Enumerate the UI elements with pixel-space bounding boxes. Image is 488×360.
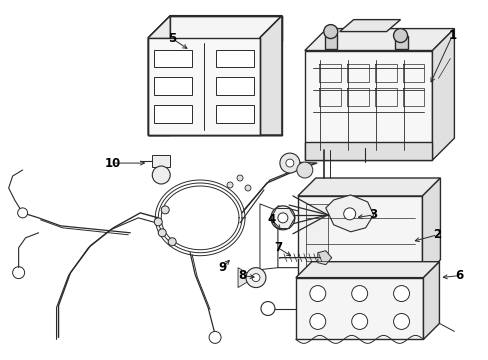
Circle shape [323, 24, 337, 39]
Polygon shape [148, 15, 170, 135]
Polygon shape [297, 196, 422, 278]
Circle shape [245, 268, 265, 288]
Polygon shape [148, 37, 260, 135]
Text: 4: 4 [267, 213, 276, 226]
Circle shape [285, 159, 293, 167]
Polygon shape [154, 50, 192, 67]
Polygon shape [295, 262, 439, 278]
Text: 8: 8 [237, 269, 245, 282]
Circle shape [261, 302, 274, 315]
Circle shape [158, 229, 166, 237]
Circle shape [309, 314, 325, 329]
Text: 1: 1 [447, 29, 455, 42]
Circle shape [226, 182, 233, 188]
Circle shape [168, 238, 176, 246]
Polygon shape [325, 195, 373, 232]
Polygon shape [216, 50, 253, 67]
Polygon shape [324, 32, 336, 49]
Polygon shape [238, 268, 247, 288]
Circle shape [277, 213, 287, 223]
Circle shape [343, 208, 355, 220]
Text: 6: 6 [454, 269, 463, 282]
Circle shape [154, 218, 162, 226]
Text: 5: 5 [168, 32, 176, 45]
Polygon shape [304, 50, 431, 160]
Circle shape [393, 285, 408, 302]
Polygon shape [148, 37, 170, 135]
Circle shape [393, 314, 408, 329]
Circle shape [279, 153, 299, 173]
Text: 9: 9 [218, 261, 226, 274]
Circle shape [18, 208, 27, 218]
Polygon shape [304, 28, 453, 50]
Circle shape [393, 28, 407, 42]
Polygon shape [304, 142, 431, 160]
Polygon shape [216, 77, 253, 95]
Polygon shape [216, 105, 253, 123]
Circle shape [237, 175, 243, 181]
Polygon shape [260, 15, 281, 135]
Circle shape [309, 285, 325, 302]
Text: 7: 7 [273, 241, 282, 254]
Polygon shape [170, 15, 281, 41]
Polygon shape [422, 178, 440, 278]
Text: 2: 2 [432, 228, 441, 241]
Circle shape [351, 314, 367, 329]
Polygon shape [317, 251, 331, 265]
Polygon shape [154, 105, 192, 123]
Polygon shape [154, 77, 192, 95]
Polygon shape [423, 262, 439, 339]
Polygon shape [339, 20, 400, 32]
Polygon shape [394, 36, 407, 49]
Circle shape [251, 274, 260, 282]
Circle shape [351, 285, 367, 302]
Circle shape [209, 332, 221, 343]
Circle shape [161, 206, 169, 214]
Circle shape [13, 267, 24, 279]
Polygon shape [431, 28, 453, 160]
Circle shape [270, 206, 294, 230]
Circle shape [244, 185, 250, 191]
Text: 3: 3 [369, 208, 377, 221]
Text: 10: 10 [104, 157, 120, 170]
Circle shape [296, 162, 312, 178]
Polygon shape [152, 155, 170, 167]
Circle shape [152, 166, 170, 184]
Polygon shape [305, 204, 327, 270]
Polygon shape [295, 278, 423, 339]
Polygon shape [297, 178, 440, 196]
